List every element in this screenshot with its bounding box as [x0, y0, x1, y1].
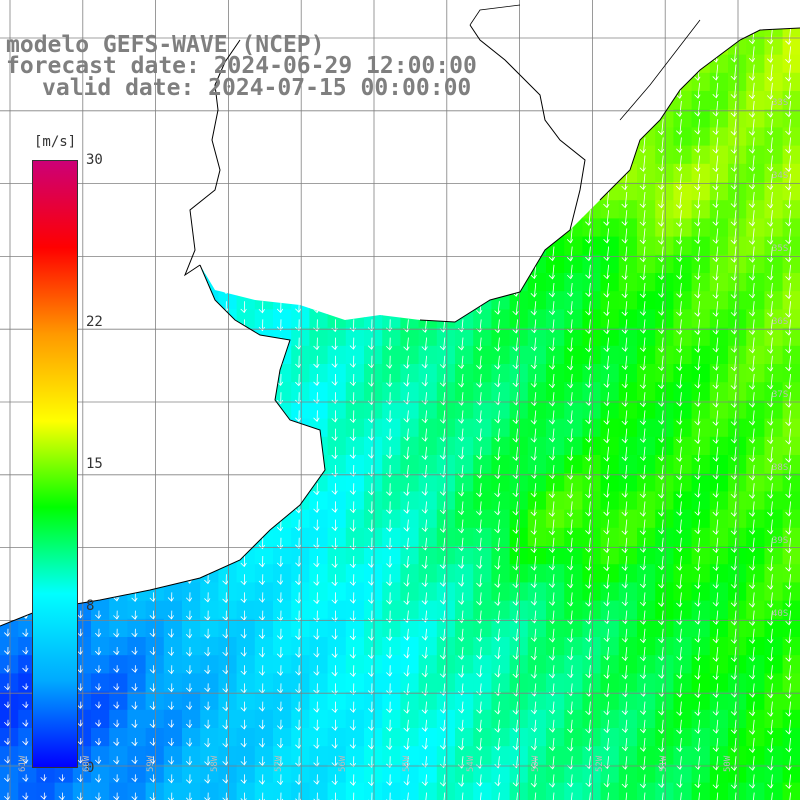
colorbar-units: [m/s] [34, 134, 77, 150]
title-forecast-date: forecast date: 2024-06-29 12:00:00 [6, 53, 477, 79]
longitude-label: 61W [18, 755, 28, 772]
longitude-label: 58W [210, 755, 221, 772]
internal-border [469, 4, 701, 121]
title-model: modelo GEFS-WAVE (NCEP) [6, 32, 325, 58]
latitude-label: 36S [772, 317, 789, 327]
latitude-label: 37S [772, 390, 789, 400]
latitude-label: 35S [772, 244, 789, 254]
colorbar-tick-label: 22 [86, 314, 103, 331]
longitude-label: 53W [530, 755, 541, 772]
title-valid-date: valid date: 2024-07-15 00:00:00 [42, 75, 472, 101]
longitude-label: 54W [466, 755, 477, 772]
colorbar [32, 160, 78, 768]
latitude-label: 33S [772, 98, 789, 108]
longitude-label: 50W [722, 755, 733, 772]
longitude-label: 60W [82, 755, 93, 772]
colorbar-tick-label: 15 [86, 456, 103, 472]
longitude-label: 51W [658, 755, 669, 772]
latitude-label: 39S [772, 536, 789, 546]
latitude-label: 38S [772, 463, 789, 473]
longitude-label: 57W [274, 755, 285, 772]
colorbar-tick-label: 8 [86, 597, 95, 614]
colorbar-tick-label: 0 [86, 760, 95, 776]
longitude-label: 52W [594, 755, 605, 772]
coastline [0, 24, 800, 627]
longitude-label: 56W [338, 755, 349, 772]
latitude-label: 40S [772, 609, 789, 619]
longitude-label: 59W [146, 755, 157, 772]
longitude-label: 55W [402, 755, 413, 772]
colorbar-tick-label: 30 [86, 152, 103, 168]
latitude-label: 34S [772, 171, 789, 181]
